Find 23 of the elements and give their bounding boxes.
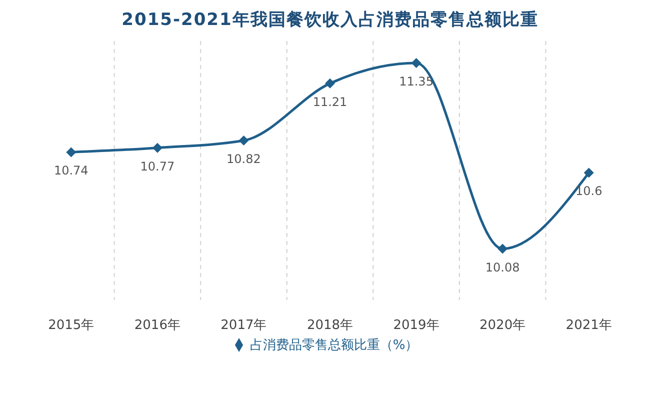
data-label: 10.08: [485, 260, 520, 274]
data-label: 10.82: [226, 152, 261, 166]
data-label: 10.74: [54, 164, 88, 178]
x-tick-label: 2020年: [480, 318, 526, 334]
x-tick-label: 2017年: [220, 318, 267, 334]
x-tick-label: 2021年: [566, 318, 612, 334]
x-tick-label: 2015年: [48, 318, 94, 334]
data-label: 11.21: [312, 94, 348, 109]
point: [411, 58, 422, 68]
point: [584, 168, 594, 178]
x-tick-label: 2016年: [134, 318, 180, 334]
point: [325, 78, 335, 88]
point: [66, 147, 76, 158]
point: [152, 142, 162, 153]
legend-label: 占消费品零售总额比重（%）: [250, 338, 418, 353]
data-label: 10.77: [140, 159, 175, 174]
x-tick-label: 2019年: [393, 318, 440, 334]
data-label: 10.6: [576, 184, 602, 198]
chart-title: 2015-2021年我国餐饮收入占消费品零售总额比重: [120, 9, 540, 31]
x-tick-label: 2018年: [306, 318, 354, 334]
point: [498, 244, 508, 254]
point: [238, 136, 249, 146]
data-label: 11.35: [399, 74, 434, 88]
